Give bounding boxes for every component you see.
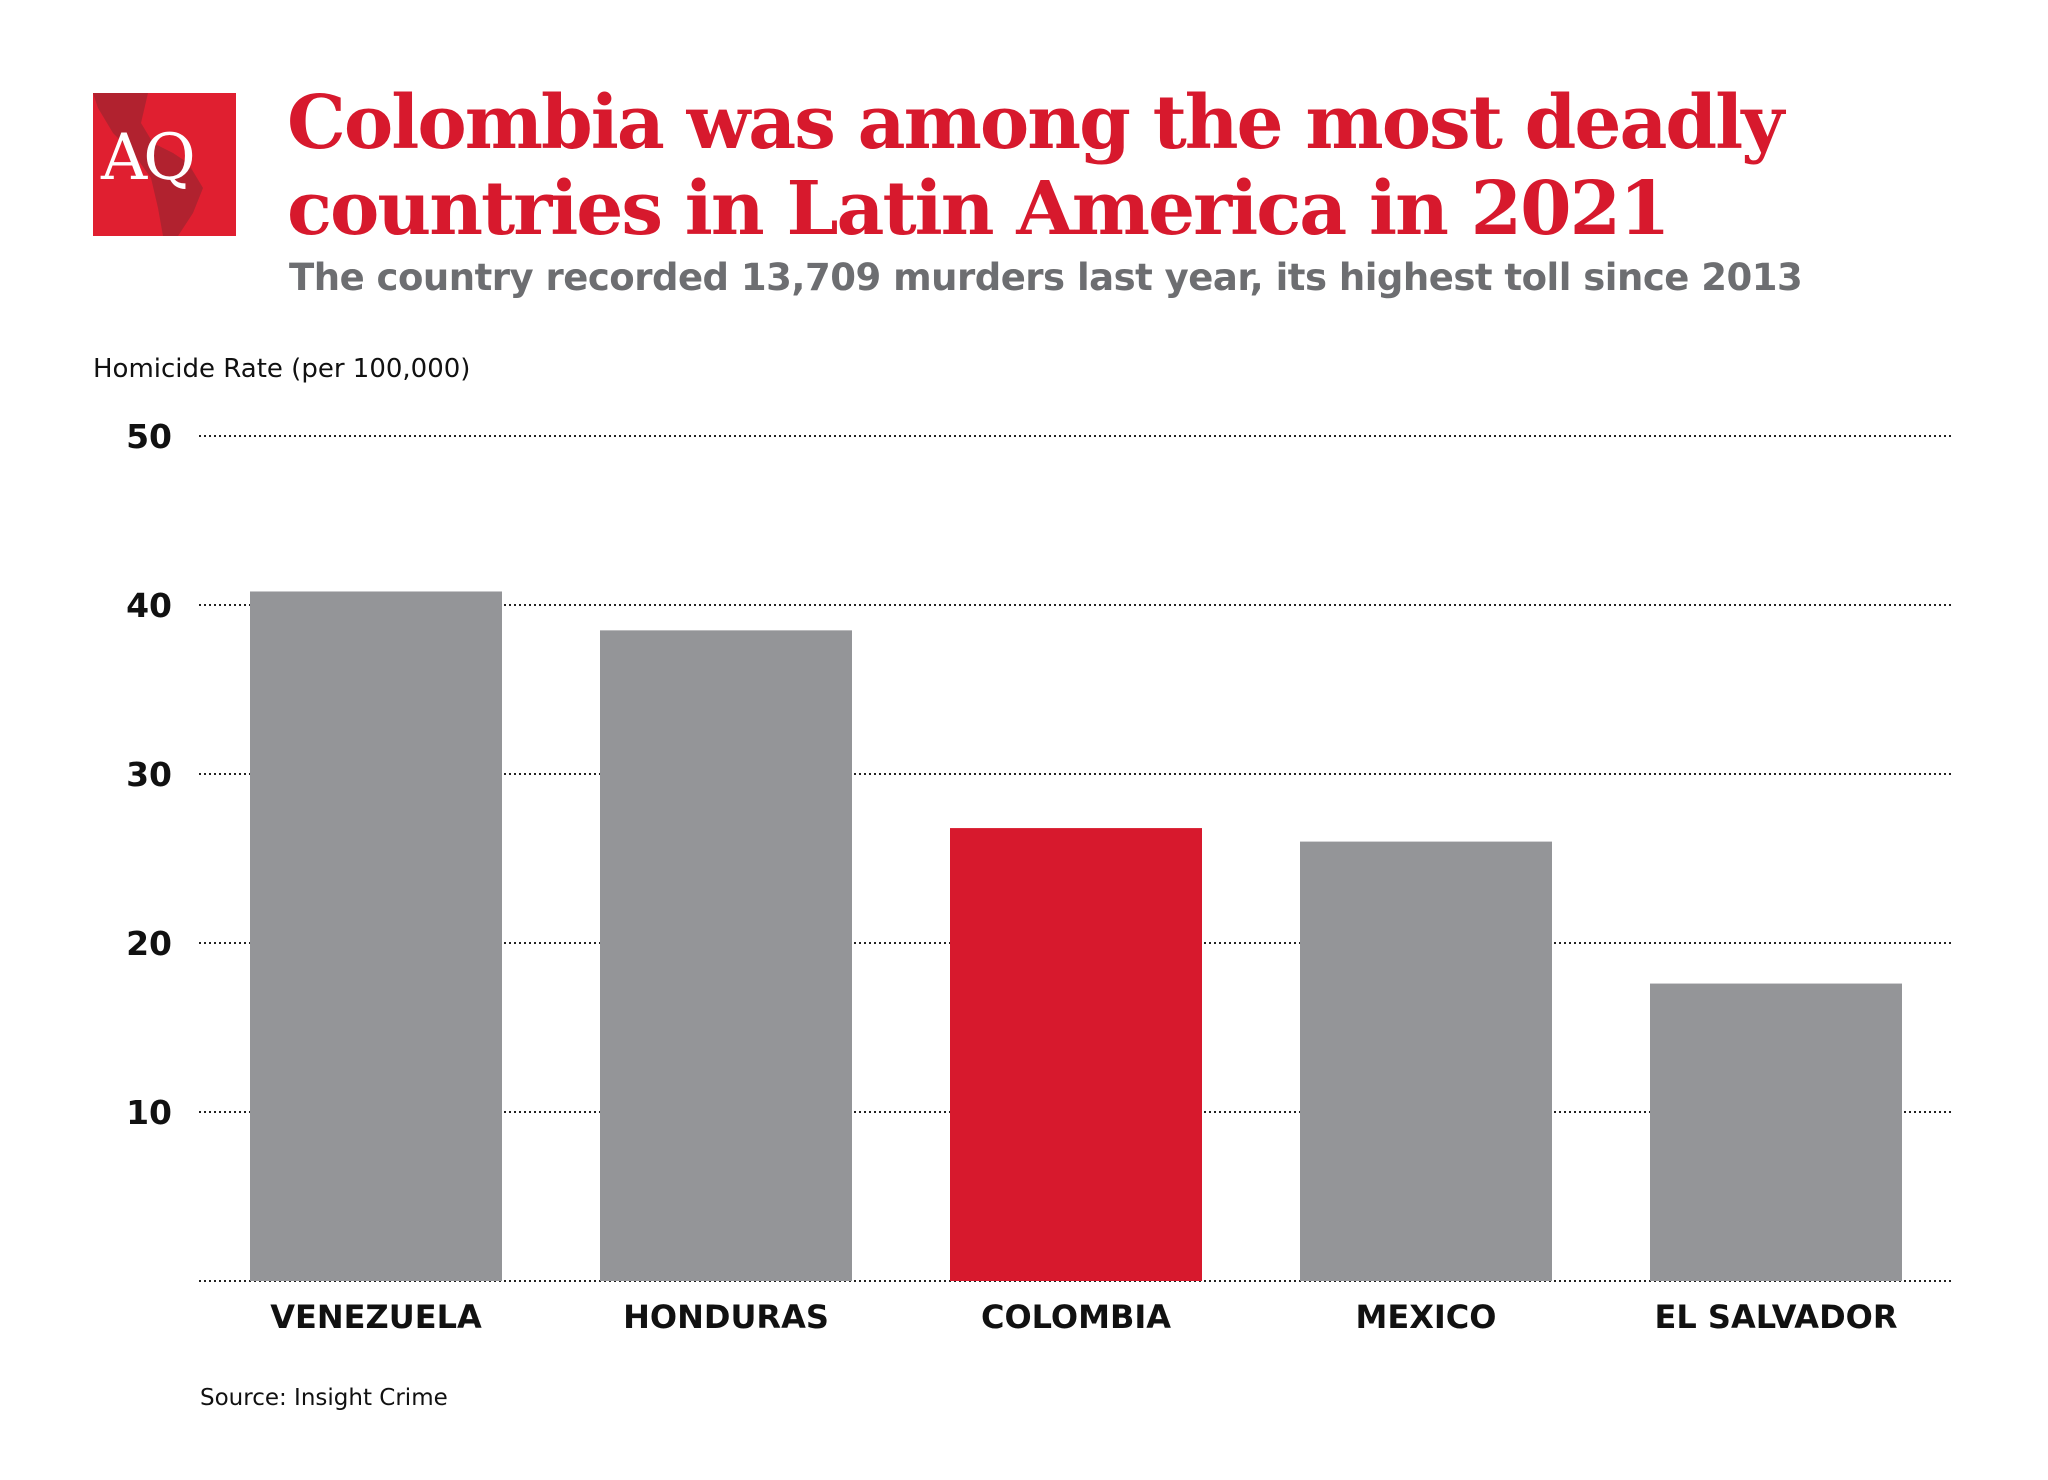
- y-tick-label: 30: [126, 755, 172, 794]
- y-tick-label: 20: [126, 924, 172, 963]
- x-tick-label: COLOMBIA: [981, 1298, 1171, 1336]
- x-tick-label: EL SALVADOR: [1655, 1298, 1898, 1336]
- chart-subtitle: The country recorded 13,709 murders last…: [289, 256, 1803, 299]
- y-axis-label: Homicide Rate (per 100,000): [93, 354, 471, 384]
- x-tick-label: VENEZUELA: [270, 1298, 482, 1336]
- source-note: Source: Insight Crime: [200, 1385, 448, 1411]
- americas-map-icon: [93, 93, 203, 236]
- bar-colombia: [950, 828, 1202, 1281]
- bar-mexico: [1300, 841, 1552, 1281]
- aq-logo: AQ: [93, 93, 236, 236]
- bar-honduras: [600, 630, 852, 1281]
- bar-venezuela: [250, 591, 502, 1281]
- bar-el-salvador: [1650, 983, 1902, 1281]
- x-tick-label: MEXICO: [1356, 1298, 1497, 1336]
- y-tick-label: 10: [126, 1093, 172, 1132]
- chart-title: Colombia was among the most deadly count…: [287, 80, 1784, 252]
- logo-text: AQ: [101, 121, 196, 195]
- y-tick-label: 40: [126, 586, 172, 625]
- x-tick-label: HONDURAS: [623, 1298, 829, 1336]
- y-tick-label: 50: [126, 417, 172, 456]
